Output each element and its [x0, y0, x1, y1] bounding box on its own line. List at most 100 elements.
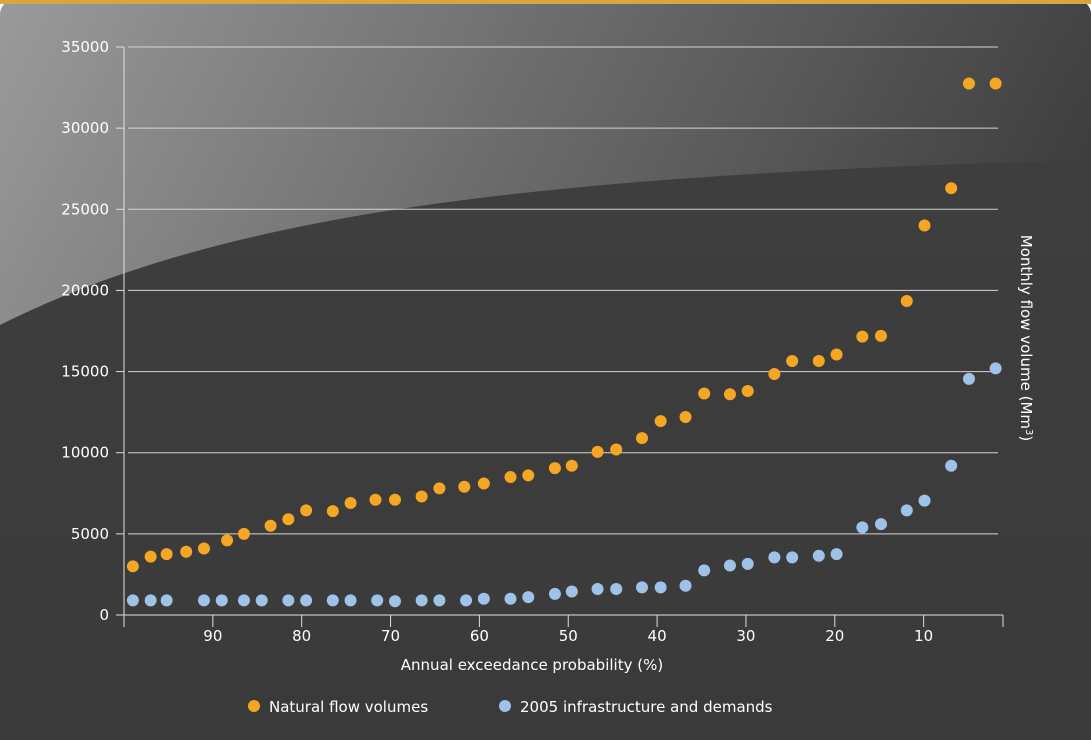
legend-marker-2005-infrastructure	[499, 700, 511, 712]
natural-flow-point	[900, 294, 913, 307]
chart-background-sweep	[0, 160, 1091, 740]
infrastructure-2005-point	[989, 362, 1002, 375]
infrastructure-2005-point	[388, 595, 401, 608]
y-tick-label-0: 0	[99, 606, 109, 624]
natural-flow-point	[962, 77, 975, 90]
natural-flow-point	[945, 182, 958, 195]
infrastructure-2005-point	[679, 579, 692, 592]
x-tick-label-80: 80	[292, 627, 311, 645]
y-tick-label-30000: 30000	[61, 119, 109, 137]
infrastructure-2005-point	[197, 594, 210, 607]
natural-flow-point	[264, 519, 277, 532]
natural-flow-point	[654, 415, 667, 428]
natural-flow-point	[812, 355, 825, 368]
infrastructure-2005-point	[344, 594, 357, 607]
y-tick-label-15000: 15000	[61, 363, 109, 381]
natural-flow-point	[458, 480, 471, 493]
natural-flow-point	[698, 387, 711, 400]
infrastructure-2005-point	[215, 594, 228, 607]
natural-flow-point	[504, 471, 517, 484]
infrastructure-2005-point	[433, 594, 446, 607]
legend-label-2005-infrastructure: 2005 infrastructure and demands	[520, 698, 773, 716]
natural-flow-point	[723, 388, 736, 401]
infrastructure-2005-point	[126, 594, 139, 607]
infrastructure-2005-point	[548, 587, 561, 600]
natural-flow-point	[477, 477, 490, 490]
natural-flow-point	[221, 534, 234, 547]
infrastructure-2005-point	[144, 594, 157, 607]
series-2005-infrastructure	[126, 362, 1002, 608]
natural-flow-point	[326, 505, 339, 518]
natural-flow-point	[126, 560, 139, 573]
infrastructure-2005-point	[698, 564, 711, 577]
infrastructure-2005-point	[768, 551, 781, 564]
infrastructure-2005-point	[900, 504, 913, 517]
natural-flow-point	[548, 462, 561, 475]
natural-flow-point	[197, 542, 210, 555]
natural-flow-point	[160, 548, 173, 561]
infrastructure-2005-point	[415, 594, 428, 607]
infrastructure-2005-point	[160, 594, 173, 607]
infrastructure-2005-point	[830, 548, 843, 561]
y-tick-label-5000: 5000	[71, 525, 109, 543]
infrastructure-2005-point	[565, 585, 578, 598]
infrastructure-2005-point	[945, 459, 958, 472]
infrastructure-2005-point	[504, 592, 517, 605]
legend-marker-natural-flow	[248, 700, 260, 712]
x-tick-label-40: 40	[648, 627, 667, 645]
infrastructure-2005-point	[477, 592, 490, 605]
natural-flow-point	[415, 490, 428, 503]
y-axis-title: Monthly flow volume (Mm3)	[1017, 235, 1035, 441]
natural-flow-point	[768, 368, 781, 381]
natural-flow-point	[856, 330, 869, 343]
infrastructure-2005-point	[635, 581, 648, 594]
natural-flow-point	[344, 497, 357, 510]
natural-flow-point	[388, 493, 401, 506]
infrastructure-2005-point	[282, 594, 295, 607]
natural-flow-point	[875, 329, 888, 342]
natural-flow-point	[610, 443, 623, 456]
natural-flow-point	[679, 411, 692, 424]
x-tick-label-10: 10	[914, 627, 933, 645]
natural-flow-point	[786, 355, 799, 368]
x-tick-label-90: 90	[203, 627, 222, 645]
x-tick-label-30: 30	[736, 627, 755, 645]
infrastructure-2005-point	[654, 581, 667, 594]
natural-flow-point	[989, 77, 1002, 90]
natural-flow-point	[282, 513, 295, 526]
infrastructure-2005-point	[962, 372, 975, 385]
axes	[116, 46, 1004, 627]
natural-flow-point	[830, 348, 843, 361]
x-tick-label-50: 50	[559, 627, 578, 645]
infrastructure-2005-point	[812, 549, 825, 562]
natural-flow-point	[741, 385, 754, 398]
infrastructure-2005-point	[875, 518, 888, 531]
natural-flow-point	[433, 482, 446, 495]
natural-flow-point	[369, 493, 382, 506]
x-tick-label-70: 70	[381, 627, 400, 645]
natural-flow-point	[918, 219, 931, 232]
infrastructure-2005-point	[741, 557, 754, 570]
y-axis-title-close: )	[1017, 435, 1035, 441]
data-points	[126, 77, 1002, 608]
natural-flow-point	[300, 504, 313, 517]
infrastructure-2005-point	[237, 594, 250, 607]
x-axis-title: Annual exceedance probability (%)	[401, 656, 663, 674]
legend-label-natural-flow: Natural flow volumes	[269, 698, 428, 716]
x-tick-label-20: 20	[825, 627, 844, 645]
infrastructure-2005-point	[460, 594, 473, 607]
infrastructure-2005-point	[522, 591, 535, 604]
y-tick-label-35000: 35000	[61, 38, 109, 56]
infrastructure-2005-point	[723, 559, 736, 572]
natural-flow-point	[591, 445, 604, 458]
natural-flow-point	[565, 459, 578, 472]
infrastructure-2005-point	[786, 551, 799, 564]
y-tick-label-10000: 10000	[61, 444, 109, 462]
natural-flow-point	[522, 469, 535, 482]
x-tick-labels: 90 80 70 60 50 40 30 20 10	[203, 627, 933, 645]
infrastructure-2005-point	[610, 583, 623, 596]
y-axis-title-main: Monthly flow volume (Mm	[1017, 235, 1035, 429]
series-natural-flow	[126, 77, 1002, 573]
